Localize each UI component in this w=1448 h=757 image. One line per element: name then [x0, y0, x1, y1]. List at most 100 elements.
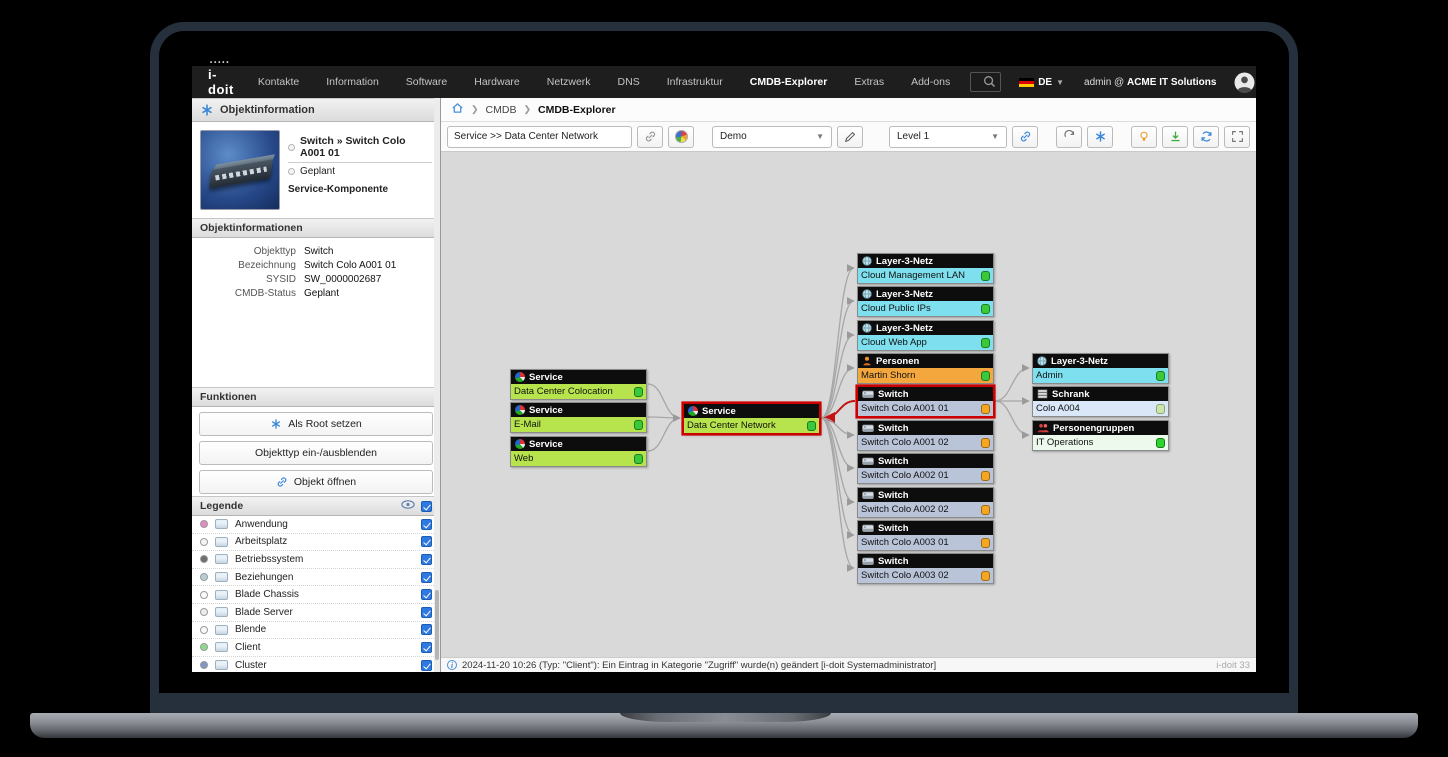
permalink-button[interactable] — [1012, 125, 1038, 148]
pencil-icon — [844, 131, 856, 142]
edit-profile-button[interactable] — [837, 125, 863, 148]
graph-node-sw-a002-01[interactable]: Switch Switch Colo A002 01 — [857, 453, 994, 484]
legend-item-arbeitsplatz[interactable]: Arbeitsplatz — [192, 534, 440, 552]
graph-node-l3-mgmt[interactable]: Layer-3-Netz Cloud Management LAN — [857, 253, 994, 284]
graph-node-sw-a002-02[interactable]: Switch Switch Colo A002 02 — [857, 487, 994, 518]
graph-node-sw-a001-01[interactable]: Switch Switch Colo A001 01 — [857, 386, 994, 417]
graph-canvas[interactable]: Service Data Center Colocation Service E-Ma… — [441, 152, 1256, 657]
node-name: Switch Colo A002 02 — [861, 504, 949, 515]
reset-view-button[interactable] — [1056, 125, 1082, 148]
functions-buttons: Als Root setzen Objekttyp ein-/ausblende… — [192, 407, 440, 496]
node-type-label: Personen — [876, 355, 920, 367]
user-menu[interactable]: admin @ ACME IT Solutions — [1084, 77, 1216, 88]
eye-icon[interactable] — [401, 500, 415, 512]
export-button[interactable] — [1162, 125, 1188, 148]
laptop-screen: ••••• i-doit Kontakte Information Software… — [150, 22, 1298, 702]
node-body: Switch Colo A003 02 — [858, 568, 993, 583]
status-led-icon — [981, 303, 990, 314]
graph-edge-svc-dcn-l3-mgmt — [820, 264, 855, 419]
legend-checkbox[interactable] — [421, 536, 432, 548]
node-body: Martin Shorn — [858, 368, 993, 383]
path-input[interactable] — [447, 125, 632, 148]
graph-node-svc-colocation[interactable]: Service Data Center Colocation — [510, 369, 647, 400]
object-thumbnail-switch-image — [200, 130, 280, 210]
set-as-root-button[interactable]: Als Root setzen — [199, 412, 433, 436]
language-selector[interactable]: DE ▼ — [1019, 77, 1064, 88]
graph-node-rack-a004[interactable]: Schrank Colo A004 — [1032, 386, 1169, 417]
breadcrumb-cmdb-explorer[interactable]: CMDB-Explorer — [538, 103, 616, 116]
functions-header: Funktionen — [192, 387, 440, 407]
nav-item-software[interactable]: Software — [405, 76, 448, 88]
profile-select[interactable]: Demo ▼ — [712, 125, 832, 148]
graph-node-l3-webapp[interactable]: Layer-3-Netz Cloud Web App — [857, 320, 994, 351]
legend-checkbox[interactable] — [421, 606, 432, 618]
nav-item-extras[interactable]: Extras — [854, 76, 885, 88]
object-role: Service-Komponente — [288, 184, 389, 195]
app-logo[interactable]: ••••• i-doit — [208, 60, 234, 97]
nav-item-add-ons[interactable]: Add-ons — [911, 76, 951, 88]
legend-label: Blade Server — [235, 606, 293, 618]
legend-item-blade-chassis[interactable]: Blade Chassis — [192, 586, 440, 604]
info-row-sysid: SYSID SW_0000002687 — [200, 272, 432, 286]
legend-checkbox[interactable] — [421, 641, 432, 653]
nav-item-netzwerk[interactable]: Netzwerk — [546, 76, 591, 88]
refresh-button[interactable] — [1193, 125, 1219, 148]
nav-item-kontakte[interactable]: Kontakte — [257, 76, 300, 88]
graph-edge-svc-colocation-svc-dcn — [647, 383, 681, 422]
avatar[interactable] — [1234, 72, 1255, 93]
legend-checkbox[interactable] — [421, 624, 432, 636]
switch-icon — [862, 524, 874, 533]
legend-checkbox[interactable] — [421, 571, 432, 583]
graph-node-l3-public[interactable]: Layer-3-Netz Cloud Public IPs — [857, 286, 994, 317]
reset-icon — [1063, 130, 1074, 138]
breadcrumb-separator: ❯ — [523, 104, 532, 114]
graph-edges — [647, 264, 1030, 572]
color-settings-button[interactable] — [668, 125, 694, 148]
legend-item-blende[interactable]: Blende — [192, 622, 440, 640]
breadcrumb-cmdb[interactable]: CMDB — [485, 103, 517, 116]
copy-link-button[interactable] — [637, 125, 663, 148]
graph-node-sw-a001-02[interactable]: Switch Switch Colo A001 02 — [857, 420, 994, 451]
legend-item-client[interactable]: Client — [192, 639, 440, 657]
toggle-object-type-button[interactable]: Objekttyp ein-/ausblenden — [199, 441, 433, 465]
person-icon — [862, 356, 872, 366]
nav-item-dns[interactable]: DNS — [617, 76, 640, 88]
fullscreen-button[interactable] — [1224, 125, 1250, 148]
legend-master-checkbox[interactable] — [421, 500, 432, 512]
legend-item-blade-server[interactable]: Blade Server — [192, 604, 440, 622]
graph-node-sw-a003-02[interactable]: Switch Switch Colo A003 02 — [857, 553, 994, 584]
graph-node-sw-a003-01[interactable]: Switch Switch Colo A003 01 — [857, 520, 994, 551]
legend-checkbox[interactable] — [421, 553, 432, 565]
graph-node-l3-admin[interactable]: Layer-3-Netz Admin — [1032, 353, 1169, 384]
explorer-mode-button[interactable] — [1087, 125, 1113, 148]
search-icon[interactable] — [983, 75, 996, 91]
info-value: Switch — [304, 245, 334, 257]
graph-node-person-martin[interactable]: Personen Martin Shorn — [857, 353, 994, 384]
version-label: i-doit 33 — [1216, 659, 1250, 671]
nav-item-cmdb-explorer[interactable]: CMDB-Explorer — [749, 76, 828, 88]
legend-checkbox[interactable] — [421, 589, 432, 601]
node-type-label: Switch — [878, 555, 909, 567]
graph-node-svc-email[interactable]: Service E-Mail — [510, 402, 647, 433]
graph-node-svc-web[interactable]: Service Web — [510, 436, 647, 467]
legend-checkbox[interactable] — [421, 518, 432, 530]
nav-item-infrastruktur[interactable]: Infrastruktur — [666, 76, 723, 88]
nav-item-information[interactable]: Information — [326, 76, 379, 88]
legend-item-cluster[interactable]: Cluster — [192, 657, 440, 672]
open-object-button[interactable]: Objekt öffnen — [199, 470, 433, 494]
legend-checkbox[interactable] — [421, 659, 432, 671]
hint-button[interactable] — [1131, 125, 1157, 148]
level-select[interactable]: Level 1 ▼ — [889, 125, 1007, 148]
home-icon[interactable] — [451, 102, 464, 117]
node-name: IT Operations — [1036, 437, 1094, 448]
sidebar-scrollbar[interactable] — [434, 98, 440, 672]
nav-item-hardware[interactable]: Hardware — [474, 76, 520, 88]
legend-item-betriebssystem[interactable]: Betriebssystem — [192, 551, 440, 569]
graph-node-group-itops[interactable]: Personengruppen IT Operations — [1032, 420, 1169, 451]
node-type-label: Service — [529, 371, 563, 383]
node-header: Layer-3-Netz — [858, 287, 993, 301]
status-led-icon — [981, 504, 990, 515]
legend-item-anwendung[interactable]: Anwendung — [192, 516, 440, 534]
graph-node-svc-dcn[interactable]: Service Data Center Network — [683, 403, 820, 434]
legend-item-beziehungen[interactable]: Beziehungen — [192, 569, 440, 587]
